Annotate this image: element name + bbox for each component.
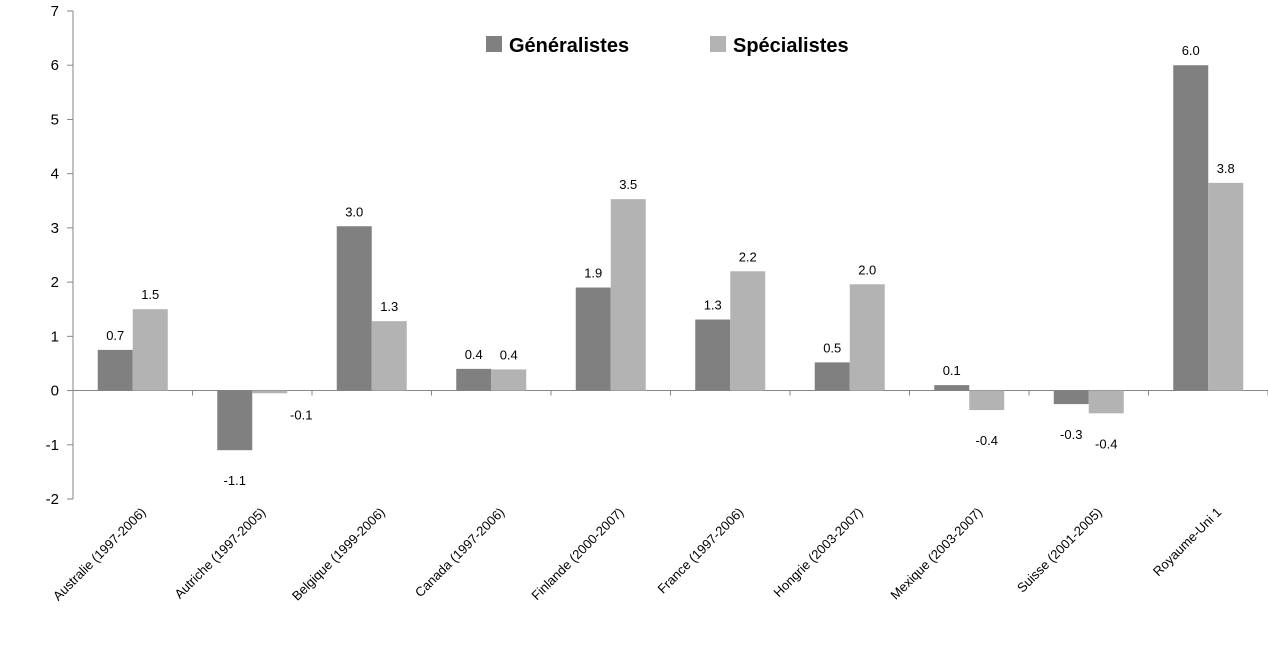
y-tick-label: 0	[51, 383, 59, 400]
bar-specialistes	[491, 369, 527, 391]
data-label: 0.5	[823, 340, 841, 355]
chart-legend: Généralistes Spécialistes	[486, 35, 849, 57]
bar-generalistes	[934, 385, 970, 391]
data-label: 3.5	[619, 177, 637, 192]
y-tick-label: 2	[51, 274, 59, 291]
data-label: -1.1	[224, 473, 246, 488]
data-label: -0.4	[976, 433, 998, 448]
bar-specialistes	[371, 321, 407, 391]
chart-data-labels: 0.7 -1.1 3.0 0.4 1.9 1.3 0.5 0.1 -0.3 6.0 1.5 -0.1 1…	[106, 43, 1235, 488]
data-label: 0.4	[500, 347, 518, 362]
data-label: 0.1	[943, 363, 961, 378]
legend-label-generalistes: Généralistes	[509, 35, 629, 57]
data-label: 2.0	[858, 262, 876, 277]
x-category-label: Belgique (1999-2006)	[289, 505, 388, 604]
bar-generalistes	[575, 287, 611, 391]
chart-axes: -2 -1 0 1 2 3 4 5 6 7 Australie (1997-2006) Autrich…	[46, 3, 1268, 604]
chart-bars	[97, 65, 1244, 451]
legend-swatch-generalistes	[486, 36, 502, 52]
y-tick-label: 1	[51, 328, 59, 345]
data-label: 1.9	[584, 266, 602, 281]
data-label: 0.4	[465, 347, 483, 362]
data-label: -0.1	[290, 408, 312, 423]
x-category-label: France (1997-2006)	[655, 505, 747, 597]
x-category-label: Royaume-Uni 1	[1150, 505, 1224, 579]
data-label: 3.0	[345, 204, 363, 219]
x-category-label: Finlande (2000-2007)	[528, 505, 627, 604]
data-label: 1.3	[380, 299, 398, 314]
bar-specialistes	[849, 284, 885, 391]
y-tick-label: 4	[51, 166, 59, 183]
bar-generalistes	[1173, 65, 1209, 391]
y-tick-label: 7	[51, 3, 59, 20]
data-label: 3.8	[1217, 161, 1235, 176]
x-category-label: Canada (1997-2006)	[412, 505, 507, 600]
bar-generalistes	[814, 362, 850, 391]
x-category-label: Suisse (2001-2005)	[1014, 505, 1105, 596]
data-label: 1.3	[704, 298, 722, 313]
data-label: 1.5	[141, 287, 159, 302]
bar-specialistes	[132, 309, 168, 391]
bar-specialistes	[730, 271, 766, 391]
data-label: 2.2	[739, 249, 757, 264]
bar-specialistes	[252, 390, 288, 394]
bar-specialistes	[969, 390, 1005, 411]
bar-specialistes	[610, 199, 646, 391]
legend-swatch-specialistes	[710, 36, 726, 52]
x-category-label: Mexique (2003-2007)	[887, 505, 985, 603]
bar-generalistes	[456, 368, 492, 391]
bar-specialistes	[1208, 182, 1244, 391]
bar-specialistes	[1088, 390, 1124, 414]
x-category-label: Australie (1997-2006)	[50, 505, 149, 604]
bar-generalistes	[217, 390, 253, 451]
data-label: -0.4	[1095, 436, 1117, 451]
legend-label-specialistes: Spécialistes	[733, 35, 849, 57]
data-label: 0.7	[106, 328, 124, 343]
y-tick-label: -1	[46, 437, 59, 454]
y-tick-label: 3	[51, 220, 59, 237]
bar-generalistes	[1053, 390, 1089, 405]
y-tick-label: 5	[51, 111, 59, 128]
y-tick-label: 6	[51, 57, 59, 74]
bar-generalistes	[97, 349, 133, 391]
bar-generalistes	[695, 319, 731, 391]
x-category-label: Autriche (1997-2005)	[171, 505, 268, 602]
y-tick-label: -2	[46, 491, 59, 508]
data-label: -0.3	[1060, 427, 1082, 442]
bar-generalistes	[336, 226, 372, 391]
data-label: 6.0	[1182, 43, 1200, 58]
x-category-label: Hongrie (2003-2007)	[770, 505, 865, 600]
